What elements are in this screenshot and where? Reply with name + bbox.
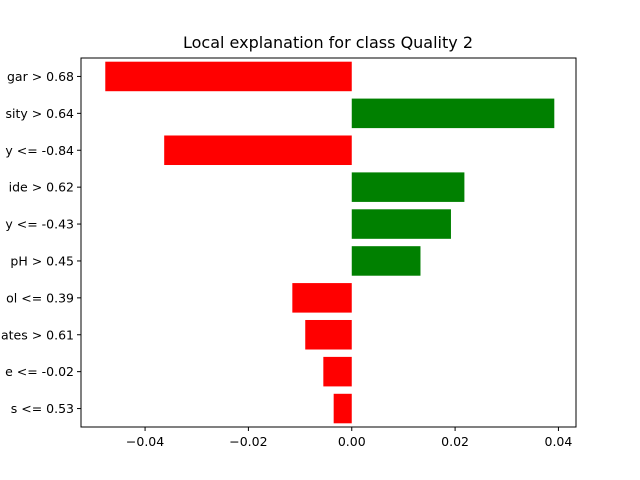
bar-1	[351, 98, 555, 129]
y-tick-label: gar > 0.68	[7, 69, 74, 84]
x-tick-label: 0.04	[545, 434, 573, 449]
y-tick-label: ide > 0.62	[9, 180, 74, 195]
x-tick-label: −0.02	[229, 434, 267, 449]
bar-5	[351, 246, 421, 276]
bar-8	[323, 356, 352, 387]
bar-0	[105, 61, 352, 92]
y-tick-label: y <= -0.84	[5, 143, 74, 158]
bar-2	[164, 135, 352, 166]
chart-title: Local explanation for class Quality 2	[183, 33, 473, 52]
plot-frame	[80, 57, 577, 428]
y-tick-label: s <= 0.53	[11, 401, 74, 416]
y-tick-label: e <= -0.02	[5, 364, 74, 379]
bar-7	[305, 319, 352, 350]
y-tick-label: ates > 0.61	[1, 327, 74, 342]
y-tick-label: sity > 0.64	[5, 106, 74, 121]
bar-3	[351, 172, 465, 202]
bar-4	[351, 209, 451, 239]
y-tick-label: pH > 0.45	[10, 253, 74, 268]
x-tick-label: 0.02	[441, 434, 469, 449]
bar-6	[292, 283, 352, 313]
y-tick-label: ol <= 0.39	[6, 290, 74, 305]
x-tick-label: −0.04	[126, 434, 164, 449]
y-tick-label: y <= -0.43	[5, 217, 74, 232]
x-tick-label: 0.00	[338, 434, 366, 449]
bar-9	[333, 393, 352, 424]
